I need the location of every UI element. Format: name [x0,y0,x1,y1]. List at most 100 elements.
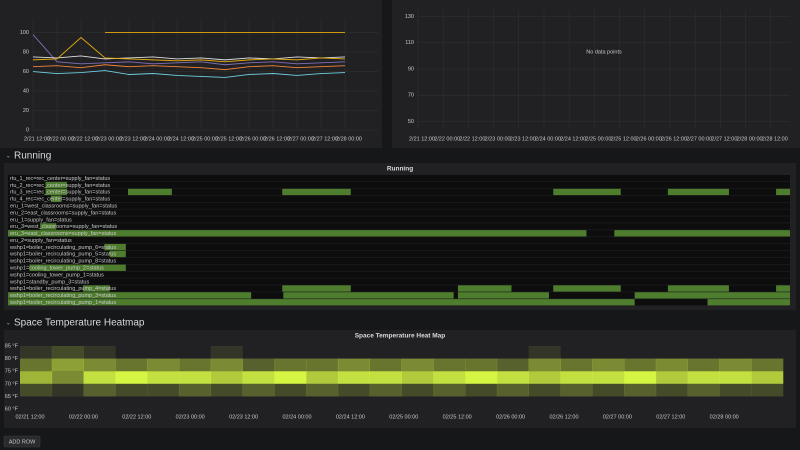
heatmap-cell [210,383,243,397]
row-title[interactable]: Running [14,151,51,162]
heatmap-cell [719,346,751,359]
heatmap-cell [687,358,720,372]
heatmap-cell [52,396,84,409]
state-segment [282,285,351,292]
x-tick-label: 2/28 00:00 [336,136,362,142]
heatmap-cell [433,358,466,372]
row-label: wshp1=cooling_tower_pump_2=status [9,266,104,272]
series-line [32,34,346,66]
heatmap-cell [84,396,116,409]
state-segment [50,195,62,202]
heatmap-cell [624,346,656,359]
heatmap-cell [337,371,371,384]
heatmap-cell [401,383,434,397]
heatmap-cell [210,371,243,384]
y-tick-label: 50 [408,119,414,125]
row-label: eru_3=east_classrooms=supply_fan=status [10,231,116,237]
add-row-label[interactable]: ADD ROW [9,439,36,445]
heatmap-cell [751,383,784,397]
heatmap-cell [560,383,593,397]
y-tick-label: 75 °F [5,369,19,375]
heatmap-cell [528,358,561,372]
x-tick-label: 02/25 12:00 [443,414,472,420]
heatmap-cell [20,371,53,384]
heatmap-cell [210,358,243,372]
heatmap-cell [465,396,497,409]
y-tick-label: 70 [408,93,414,99]
heatmap-cell [115,383,148,397]
heatmap-cell [719,396,751,409]
heatmap-cell [751,358,784,372]
heatmap-cell [688,346,720,359]
heatmap-cell [624,358,657,372]
x-tick-label: 2/24 12:00 [560,136,586,142]
no-data-message: No data points [586,49,622,55]
x-tick-label: 02/26 00:00 [496,414,525,420]
heatmap-cell [592,346,624,359]
heatmap-cell [688,396,720,409]
row-label: rtu_2_rec=rec_center=supply_fan=status [10,183,110,189]
heatmap-cell [433,396,465,409]
timeline-row [8,188,790,196]
x-tick-label: 2/21 12:00 [409,136,435,142]
x-tick-label: 2/28 12:00 [762,136,788,142]
x-tick-label: 2/24 00:00 [144,136,170,142]
x-tick-label: 2/26 12:00 [661,136,687,142]
x-tick-label: 2/22 00:00 [48,136,74,142]
x-tick-label: 2/27 00:00 [288,136,314,142]
heatmap-cell [465,346,497,359]
heatmap-cell [179,396,211,409]
state-segment [8,230,587,237]
state-segment [127,188,172,196]
heatmap-cell [20,383,53,397]
heatmap-cell [560,396,592,409]
panel [392,0,800,148]
heatmap-cell [51,383,84,397]
heatmap-cell [115,358,148,372]
heatmap-cell [242,358,275,372]
collapse-icon[interactable]: ⌄ [6,320,11,326]
x-tick-label: 2/22 12:00 [459,136,485,142]
heatmap-cell [242,371,275,384]
heatmap-cell [20,396,52,409]
state-segment [553,188,621,196]
heatmap-cell [274,396,306,409]
x-tick-label: 2/23 12:00 [120,136,146,142]
heatmap-cell [656,346,688,359]
heatmap-cell [560,346,592,359]
x-tick-label: 2/23 00:00 [96,136,122,142]
timeline-row [8,237,790,244]
heatmap-cell [210,346,243,359]
y-tick-label: 90 [408,66,414,72]
heatmap-cell [274,371,307,384]
add-row-button[interactable] [3,435,41,448]
heatmap-cell [687,383,720,397]
state-segment [82,285,110,292]
heatmap-cell [560,371,593,384]
heatmap-cell [115,346,147,359]
state-segment [29,264,126,271]
heatmap-cell [370,396,402,409]
heatmap-cell [178,371,212,384]
y-tick-label: 70 °F [5,381,19,387]
state-segment [707,299,790,306]
row-title[interactable]: Space Temperature Heatmap [14,318,145,329]
heatmap-cell [337,358,371,372]
x-tick-label: 02/27 12:00 [656,414,685,420]
heatmap-cell [719,371,752,384]
row-label: wshp1=boiler_recirculating_pump_4=status [9,286,116,292]
y-tick-label: 130 [405,14,414,20]
collapse-icon[interactable]: ⌄ [6,153,11,159]
x-tick-label: 02/23 12:00 [229,414,258,420]
state-segment [776,285,790,292]
timeline-row [8,216,790,223]
heatmap-cell [51,358,84,372]
x-tick-label: 2/24 00:00 [535,136,561,142]
y-tick-label: 80 °F [5,356,19,362]
heatmap-cell [624,396,656,409]
series-line [32,64,346,71]
x-tick-label: 02/27 00:00 [603,414,632,420]
series-line [32,36,346,63]
y-tick-label: 20 [23,108,29,114]
